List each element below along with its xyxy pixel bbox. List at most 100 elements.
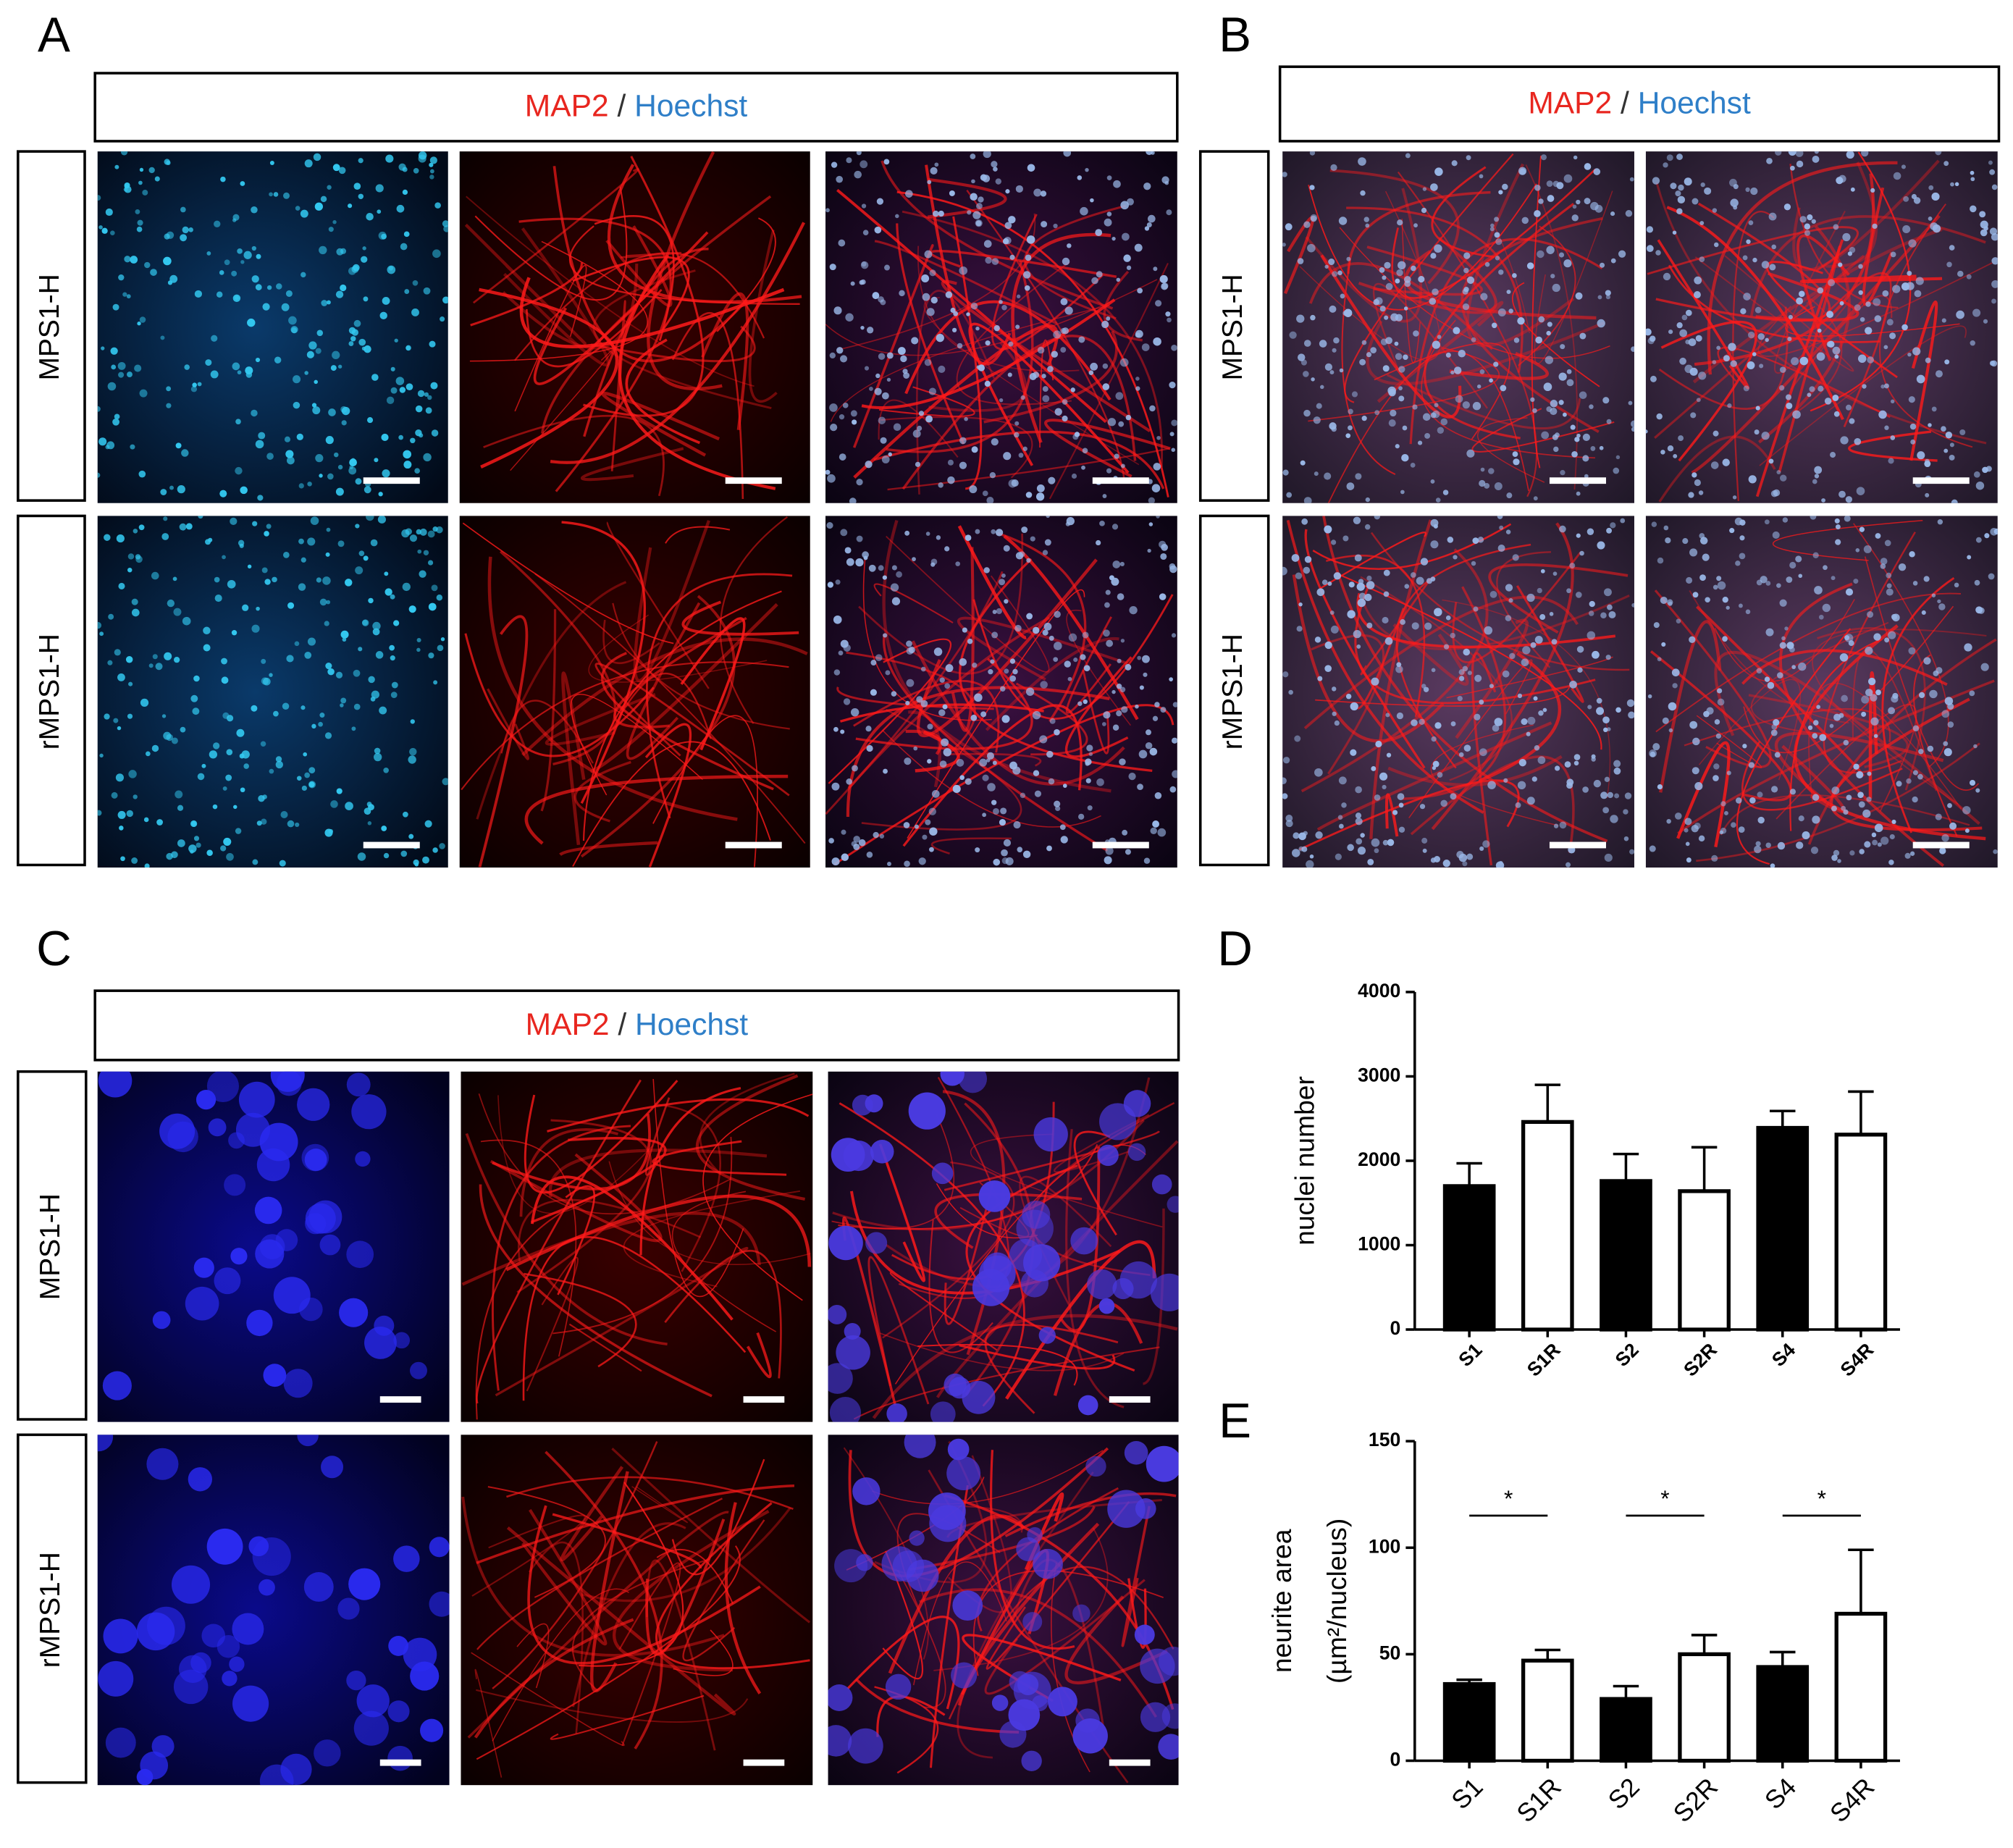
nucleus: [872, 292, 880, 300]
x-tick-label: S4: [1759, 1772, 1802, 1815]
nucleus: [1062, 257, 1070, 266]
nucleus: [993, 858, 1001, 866]
nucleus: [381, 826, 387, 831]
nucleus: [1435, 497, 1441, 503]
nucleus: [1786, 642, 1794, 650]
y-tick-label: 50: [1379, 1642, 1401, 1663]
nucleus: [389, 644, 395, 651]
nucleus: [1584, 163, 1592, 170]
nucleus: [243, 251, 252, 259]
nucleus: [1535, 336, 1542, 344]
fiber: [965, 1164, 1135, 1372]
fiber: [907, 589, 1085, 839]
nucleus: [117, 673, 125, 681]
nucleus: [361, 619, 369, 626]
fiber: [524, 1080, 678, 1194]
nucleus: [1128, 773, 1136, 781]
nucleus: [233, 805, 238, 810]
nucleus: [1812, 794, 1820, 801]
nucleus: [912, 557, 916, 562]
nucleus: [135, 209, 140, 214]
fiber: [1143, 1208, 1165, 1385]
nucleus: [1282, 793, 1288, 799]
nucleus: [982, 490, 988, 497]
nucleus: [1374, 410, 1380, 416]
nucleus: [1908, 239, 1917, 248]
nucleus: [328, 828, 334, 834]
nucleus: [402, 167, 408, 172]
nucleus: [222, 1671, 238, 1687]
nucleus: [1075, 1708, 1100, 1733]
nucleus: [878, 296, 884, 303]
nucleus: [401, 529, 410, 538]
nucleus: [214, 595, 222, 602]
nucleus: [1003, 545, 1010, 552]
nucleus: [1645, 429, 1648, 434]
fiber: [1048, 263, 1169, 500]
nucleus: [1909, 851, 1915, 856]
nucleus: [828, 1363, 853, 1394]
nucleus: [242, 604, 249, 611]
nucleus: [1646, 226, 1654, 233]
nucleus: [927, 723, 933, 730]
nucleus: [1129, 605, 1138, 615]
nucleus: [1867, 771, 1872, 776]
nucleus: [111, 791, 118, 799]
fiber: [972, 594, 1174, 720]
nucleus: [1020, 792, 1026, 799]
nucleus: [432, 847, 438, 853]
nucleus: [1140, 1702, 1171, 1732]
nucleus: [1779, 474, 1787, 482]
nucleus: [1799, 216, 1807, 223]
nucleus: [944, 546, 950, 552]
nucleus: [1935, 151, 1942, 156]
nucleus: [340, 697, 347, 704]
micrograph-bg: [1282, 151, 1634, 503]
nucleus: [1356, 644, 1361, 649]
fiber: [1807, 638, 1997, 845]
fiber: [1360, 576, 1513, 781]
nucleus: [1684, 177, 1692, 186]
micrograph-bg: [97, 151, 448, 503]
nucleus: [1678, 184, 1684, 191]
nucleus: [989, 471, 996, 479]
nucleus: [232, 1685, 269, 1722]
nucleus: [1979, 211, 1986, 218]
nucleus: [1400, 619, 1405, 625]
fiber: [825, 279, 1158, 356]
nucleus: [287, 602, 295, 609]
nucleus: [206, 849, 213, 856]
nucleus: [1054, 610, 1061, 618]
nucleus: [230, 517, 238, 525]
nucleus: [1862, 384, 1867, 389]
nucleus: [873, 831, 879, 839]
nucleus: [1756, 579, 1762, 586]
fiber: [466, 196, 755, 387]
nucleus: [1757, 816, 1765, 824]
fiber: [1316, 721, 1552, 831]
fiber: [487, 688, 529, 760]
nucleus: [310, 516, 319, 525]
nucleus: [1426, 578, 1432, 584]
nucleus: [1694, 822, 1701, 830]
nucleus: [1576, 433, 1581, 438]
nucleus: [1022, 850, 1031, 859]
fiber: [871, 1450, 1104, 1505]
nucleus: [332, 220, 337, 224]
nucleus: [1106, 175, 1112, 180]
nucleus: [1975, 482, 1985, 490]
nucleus: [1119, 358, 1129, 367]
nucleus: [1484, 626, 1493, 635]
nucleus: [439, 843, 445, 849]
nucleus: [831, 1138, 865, 1172]
nucleus: [927, 759, 932, 764]
nucleus: [1566, 379, 1574, 387]
nucleus: [1171, 344, 1177, 351]
nucleus: [1125, 414, 1132, 421]
fiber: [461, 1211, 761, 1286]
nucleus: [835, 579, 841, 585]
nucleus: [1068, 633, 1077, 642]
bar: [1834, 1133, 1888, 1332]
nucleus: [952, 784, 961, 794]
nucleus: [1791, 665, 1796, 670]
